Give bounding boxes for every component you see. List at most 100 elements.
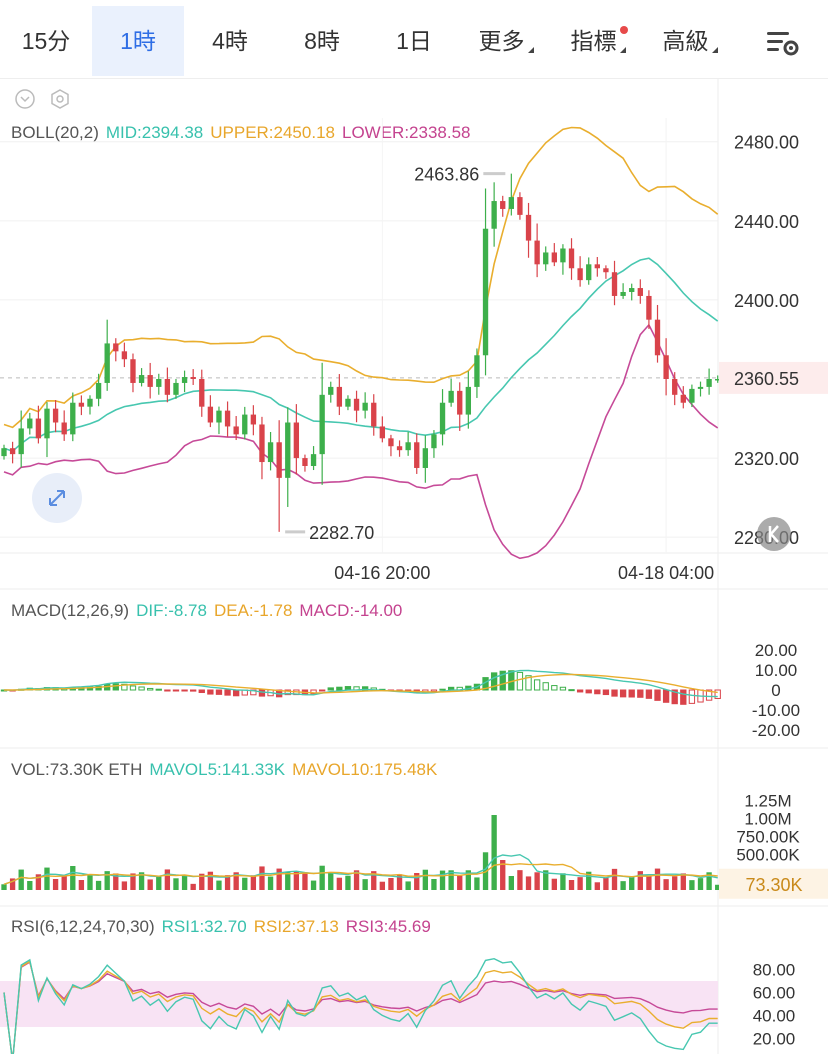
hexagon-settings-icon[interactable] xyxy=(51,89,69,109)
boll-mid: MID:2394.38 xyxy=(105,123,204,142)
macd-histogram-bar xyxy=(190,689,197,692)
macd-histogram-bar xyxy=(155,688,162,691)
candle-body xyxy=(1,448,7,457)
rsi-tick-label: 40.00 xyxy=(753,1007,796,1026)
candle-body xyxy=(457,390,463,415)
macd-histogram-bar xyxy=(198,689,205,694)
tab-8h[interactable]: 8時 xyxy=(304,28,340,54)
chart-settings-icon[interactable] xyxy=(765,28,801,58)
macd-histogram-bar xyxy=(181,689,188,692)
rsi-header: RSI(6,12,24,70,30) RSI1:32.70 RSI2:37.13 RS… xyxy=(11,917,438,937)
candle-body xyxy=(396,446,403,451)
volume-bar xyxy=(646,875,652,890)
candle-body xyxy=(517,197,523,215)
volume-bar xyxy=(508,876,514,890)
candle-body xyxy=(620,292,626,296)
volume-bar xyxy=(18,869,24,890)
notification-dot-icon xyxy=(620,26,628,34)
volume-bar xyxy=(620,881,626,890)
candle-body xyxy=(224,410,231,427)
volume-bar xyxy=(27,881,33,890)
candle-body xyxy=(672,379,678,395)
volume-bar xyxy=(199,873,205,890)
volume-bar xyxy=(672,876,678,890)
tab-1d[interactable]: 1日 xyxy=(396,28,432,54)
tab-15m[interactable]: 15分 xyxy=(21,28,71,54)
candle-body xyxy=(586,264,592,281)
tab-1h[interactable]: 1時 xyxy=(92,6,184,76)
tab-advanced[interactable]: 高級 xyxy=(644,6,736,76)
rsi-tick-label: 80.00 xyxy=(753,961,796,980)
candle-body xyxy=(61,422,67,435)
macd-histogram-bar xyxy=(671,689,678,705)
rsi-tick-label: 60.00 xyxy=(753,984,796,1003)
macd-histogram-bar xyxy=(258,689,266,697)
candle-body xyxy=(233,426,239,435)
macd-histogram-bar xyxy=(645,689,653,699)
macd-histogram-bar xyxy=(138,686,145,691)
candle-body xyxy=(95,382,102,399)
kline-logo-bg xyxy=(757,517,791,551)
macd-histogram-bar xyxy=(688,689,696,704)
dropdown-arrow-icon xyxy=(527,47,534,53)
candle-body xyxy=(78,402,85,407)
time-tick-label: 04-18 04:00 xyxy=(618,563,714,583)
candle-body xyxy=(173,382,179,395)
expand-icon xyxy=(49,490,65,506)
collapse-icon[interactable] xyxy=(15,89,35,109)
macd-histogram-bar xyxy=(559,686,567,691)
volume-bar xyxy=(568,880,575,890)
volume-bar xyxy=(379,881,386,890)
candle-body xyxy=(439,402,446,435)
kline-logo-button[interactable] xyxy=(757,517,791,551)
boll-mid-line xyxy=(3,257,719,453)
volume-bar xyxy=(551,878,557,890)
macd-histogram-bar xyxy=(95,685,102,691)
volume-bar xyxy=(121,881,128,890)
candle-body xyxy=(70,402,76,435)
volume-bar xyxy=(353,870,360,890)
expand-chart-button[interactable] xyxy=(32,473,82,523)
macd-histogram-bar xyxy=(594,689,601,695)
volume-tick-label: 1.00M xyxy=(744,810,791,829)
tab-4h[interactable]: 4時 xyxy=(212,28,248,54)
volume-bar xyxy=(61,874,67,890)
volume-bar xyxy=(689,880,695,890)
volume-bar xyxy=(577,877,583,890)
macd-histogram-bar xyxy=(490,672,498,691)
macd-dea: DEA:-1.78 xyxy=(213,601,293,620)
volume-bar xyxy=(310,880,317,890)
volume-bar xyxy=(9,878,16,890)
price-tick-label: 2320.00 xyxy=(734,449,799,469)
candle-body xyxy=(388,438,394,447)
current-price-label: 2360.55 xyxy=(734,369,799,389)
volume-bar xyxy=(611,868,618,890)
vol-label: VOL:73.30K ETH xyxy=(11,760,143,779)
macd-histogram-bar xyxy=(654,689,661,701)
timeframe-tabs: 15分 1時 4時 8時 1日 更多 指標 高級 xyxy=(0,0,828,79)
volume-bar xyxy=(457,875,463,890)
rsi-tick-label: 20.00 xyxy=(753,1030,796,1049)
current-volume-label: 73.30K xyxy=(745,875,802,895)
volume-bar xyxy=(190,883,196,890)
volume-bar xyxy=(216,880,222,890)
volume-bar xyxy=(422,869,429,890)
tab-indicators[interactable]: 指標 xyxy=(552,6,644,76)
macd-tick-label: 0 xyxy=(771,681,780,700)
vol-mavol5: MAVOL5:141.33K xyxy=(149,760,286,779)
candle-body xyxy=(336,386,343,407)
current-price-tag xyxy=(719,361,828,394)
candle-body xyxy=(611,272,618,296)
macd-histogram-bar xyxy=(602,689,610,696)
volume-tick-label: 750.00K xyxy=(736,827,800,846)
volume-bar xyxy=(156,875,162,890)
volume-bar xyxy=(336,877,343,890)
volume-bar xyxy=(517,870,523,890)
volume-bar xyxy=(250,875,257,890)
candle-body xyxy=(147,375,153,387)
macd-histogram-bar xyxy=(318,689,326,692)
tab-more[interactable]: 更多 xyxy=(460,6,552,76)
macd-histogram-bar xyxy=(310,689,317,695)
macd-histogram-bar xyxy=(637,689,644,698)
